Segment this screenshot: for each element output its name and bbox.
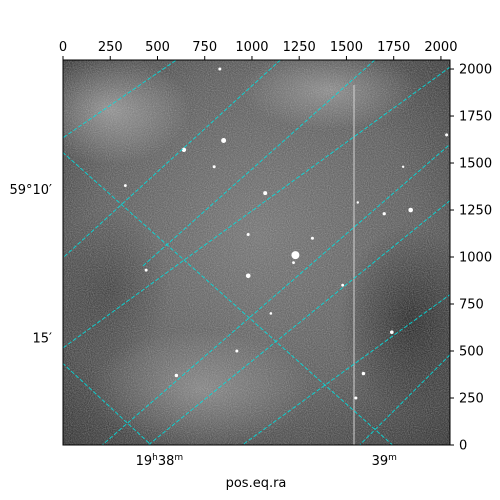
x-tick-label: 0	[59, 40, 67, 55]
x-tick-label: 1500	[330, 40, 363, 55]
star	[144, 268, 148, 272]
star	[361, 371, 366, 376]
x-tick-label: 750	[192, 40, 217, 55]
x-tick-label: 2000	[424, 40, 457, 55]
star	[181, 147, 187, 153]
star	[218, 67, 222, 71]
star	[245, 273, 251, 279]
star	[291, 251, 300, 260]
x-tick-label: 500	[145, 40, 170, 55]
y-tick-label: 250	[459, 392, 484, 407]
sky-image	[63, 60, 450, 445]
star	[310, 236, 314, 240]
star	[382, 212, 386, 216]
coordinate-grid-line	[63, 60, 281, 259]
star	[212, 165, 216, 169]
x-tick-label: 1750	[377, 40, 410, 55]
coordinate-grid-line	[241, 294, 450, 445]
y-tick-label: 750	[459, 298, 484, 313]
star	[354, 396, 358, 400]
dec-tick-label: 15′	[33, 331, 53, 346]
coordinate-grid-line	[63, 362, 152, 445]
coordinate-grid-line	[63, 60, 177, 139]
star	[263, 191, 268, 196]
coordinate-grid-line	[142, 60, 376, 267]
star	[389, 330, 394, 335]
y-tick-label: 0	[459, 439, 467, 454]
star	[356, 201, 359, 204]
star	[246, 232, 250, 236]
star	[341, 283, 345, 287]
x-axis-label: pos.eq.ra	[226, 476, 287, 491]
ra-tick-label: 19h38m	[136, 453, 184, 469]
ra-tick-label: 39m	[372, 453, 397, 469]
star	[221, 137, 227, 143]
y-tick-label: 1250	[459, 204, 492, 219]
star	[292, 261, 295, 265]
star	[174, 373, 179, 378]
star	[269, 312, 273, 315]
y-tick-label: 1500	[459, 157, 492, 172]
coordinate-grid-line	[101, 143, 450, 445]
x-tick-label: 1250	[283, 40, 316, 55]
star	[401, 165, 405, 168]
coordinate-grid-line	[147, 200, 450, 445]
x-tick-label: 250	[98, 40, 123, 55]
coordinate-grid-line	[358, 354, 450, 445]
x-tick-label: 1000	[235, 40, 268, 55]
star	[235, 349, 239, 353]
plot-frame	[62, 59, 451, 446]
dec-tick-label: 59°10′	[9, 183, 52, 198]
star	[445, 133, 449, 137]
y-tick-label: 1000	[459, 251, 492, 266]
star	[123, 184, 127, 187]
star	[408, 207, 413, 213]
y-tick-label: 500	[459, 345, 484, 360]
y-tick-label: 2000	[459, 63, 492, 78]
y-tick-label: 1750	[459, 110, 492, 125]
